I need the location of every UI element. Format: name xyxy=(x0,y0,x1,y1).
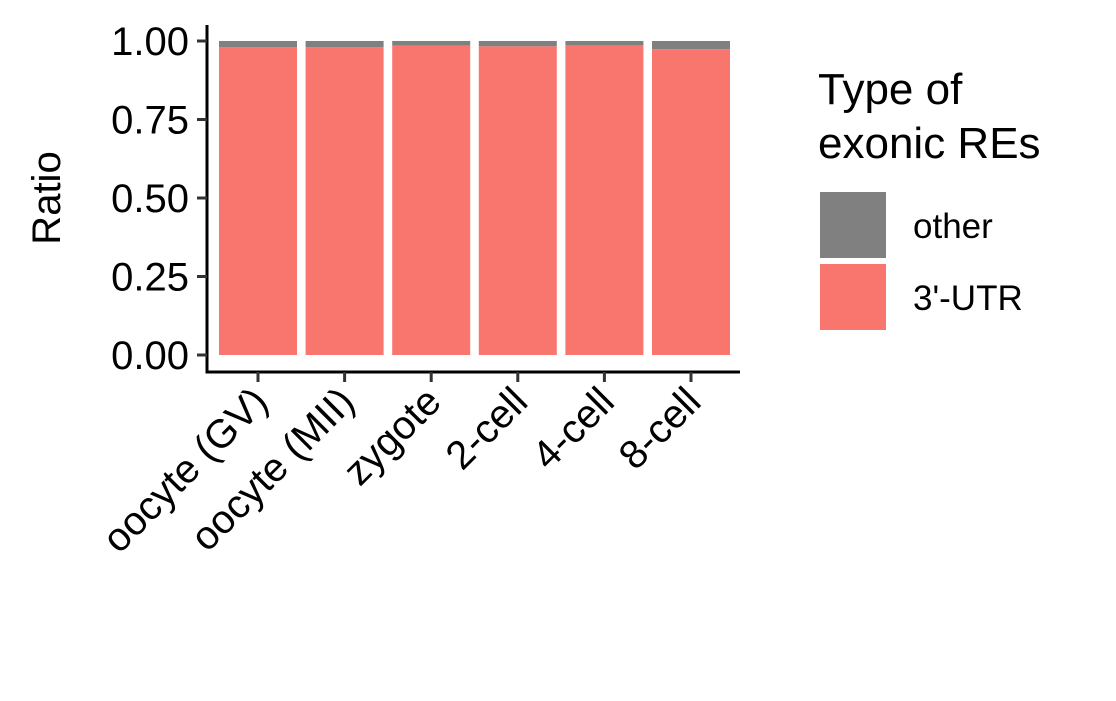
bar-segment-utr3-1 xyxy=(305,47,384,356)
bar-segment-other-4 xyxy=(565,41,644,46)
bar-segment-utr3-2 xyxy=(392,45,471,355)
bar-segment-utr3-4 xyxy=(565,45,644,356)
bar-segment-other-1 xyxy=(305,41,384,48)
legend-key xyxy=(820,264,886,330)
bar-segment-other-3 xyxy=(478,41,557,47)
x-tick-label: zygote xyxy=(335,379,449,493)
legend: Type of exonic REs other 3'-UTR xyxy=(818,65,1041,330)
bar-segment-other-2 xyxy=(392,41,471,46)
bar-segment-other-0 xyxy=(219,41,297,48)
legend-label: 3'-UTR xyxy=(913,279,1023,318)
x-tick-label: 8-cell xyxy=(611,379,710,478)
bar-segment-utr3-3 xyxy=(478,46,557,356)
legend-title: exonic REs xyxy=(818,119,1041,168)
y-tick-label: 1.00 xyxy=(111,20,189,64)
x-tick-label: 4-cell xyxy=(524,379,623,478)
y-axis-title: Ratio xyxy=(25,151,69,244)
bar-segment-utr3-0 xyxy=(219,47,297,356)
y-tick-label: 0.00 xyxy=(111,334,189,378)
bar-segment-utr3-5 xyxy=(652,49,730,355)
y-tick-label: 0.25 xyxy=(111,256,189,300)
legend-label: other xyxy=(913,207,993,246)
legend-title: Type of xyxy=(818,65,963,114)
bar-segment-other-5 xyxy=(652,41,730,50)
y-tick-label: 0.75 xyxy=(111,99,189,143)
x-tick-label: 2-cell xyxy=(437,379,536,478)
y-tick-label: 0.50 xyxy=(111,177,189,221)
legend-key xyxy=(820,192,886,258)
bars-layer xyxy=(219,41,730,356)
